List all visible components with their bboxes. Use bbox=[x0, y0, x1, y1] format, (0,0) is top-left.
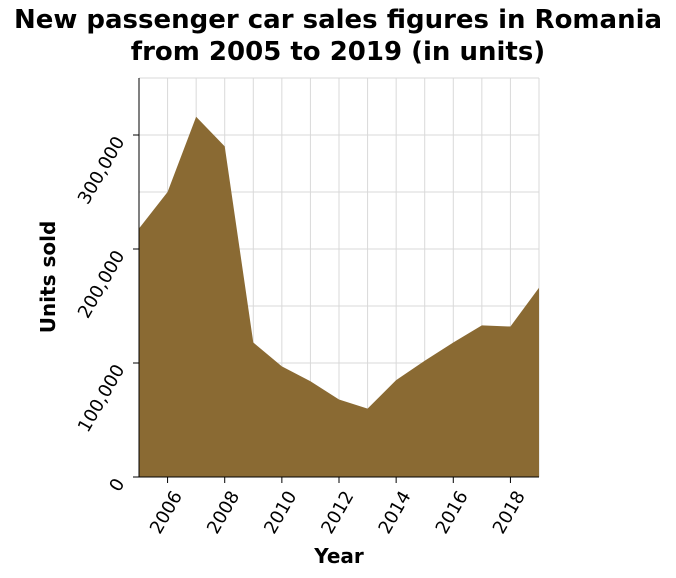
area-series-fill bbox=[139, 116, 539, 477]
y-tick-label: 200,000 bbox=[74, 247, 129, 322]
x-tick-label: 2008 bbox=[203, 487, 244, 537]
x-tick-label: 2006 bbox=[146, 487, 187, 537]
x-tick-label: 2018 bbox=[489, 487, 530, 537]
axes bbox=[133, 78, 539, 483]
x-tick-label: 2014 bbox=[374, 487, 415, 537]
chart-title: New passenger car sales figures in Roman… bbox=[0, 4, 676, 68]
x-tick-label: 2016 bbox=[432, 487, 473, 537]
chart-title-line-1: New passenger car sales figures in Roman… bbox=[13, 5, 663, 35]
y-tick-label: 300,000 bbox=[74, 133, 129, 208]
x-tick-labels: 2006 2008 2010 2012 2014 2016 2018 bbox=[146, 487, 530, 537]
chart-title-line-2: from 2005 to 2019 (in units) bbox=[130, 37, 546, 67]
x-axis-title: Year bbox=[313, 544, 364, 568]
y-tick-labels: 0 100,000 200,000 300,000 bbox=[74, 133, 129, 495]
area-series-layer bbox=[139, 116, 539, 477]
y-tick-label: 0 bbox=[105, 475, 129, 495]
x-tick-label: 2010 bbox=[260, 487, 301, 537]
y-axis-title: Units sold bbox=[36, 221, 60, 334]
x-tick-label: 2012 bbox=[317, 487, 358, 537]
y-tick-label: 100,000 bbox=[74, 361, 129, 436]
